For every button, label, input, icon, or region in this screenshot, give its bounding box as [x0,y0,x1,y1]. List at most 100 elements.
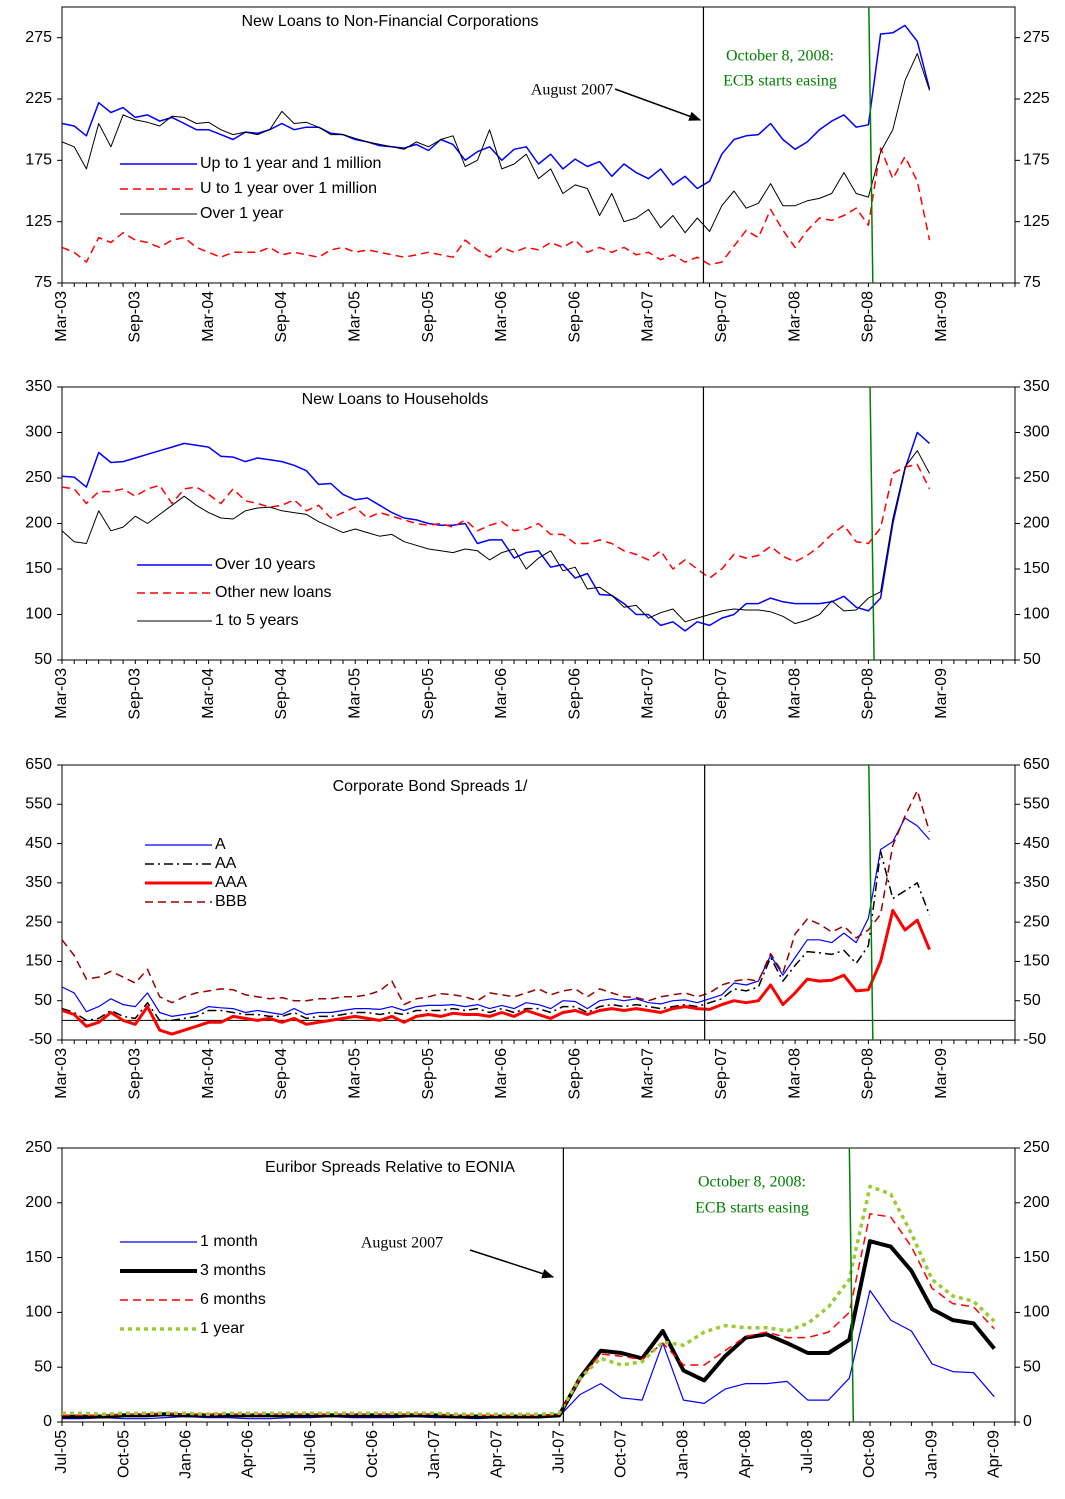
y-tick-label: 0 [43,1413,52,1430]
x-tick-label: Sep-03 [127,291,144,343]
x-tick-label: Apr-07 [488,1430,505,1478]
x-tick-label: Mar-03 [53,1048,70,1099]
x-tick-label: Sep-06 [566,1048,583,1100]
x-tick-label: Sep-03 [127,1048,144,1100]
chart-title: Euribor Spreads Relative to EONIA [265,1159,515,1176]
y2-tick-label: 125 [1023,213,1050,230]
series-line [61,24,931,190]
series-line [61,147,931,266]
y2-tick-label: 50 [1023,992,1041,1009]
legend-label: AA [215,855,237,872]
y2-tick-label: 275 [1023,29,1050,46]
y-tick-label: 550 [25,796,52,813]
legend-label: 1 year [200,1320,245,1337]
annotation: October 8, 2008: [726,48,834,65]
series-line [61,817,930,1017]
reference-line [848,1147,855,1423]
y-tick-label: 75 [34,274,52,291]
y2-tick-label: 75 [1023,274,1041,291]
y2-tick-label: 550 [1023,796,1050,813]
y-tick-label: 200 [25,1194,52,1211]
annotation: August 2007 [361,1235,443,1252]
chart-panel: 50 100 150 200 250 300 350 50 100 150 200 250 300 350… [25,378,1050,719]
x-tick-label: Mar-05 [346,1048,363,1099]
series-line [61,908,931,1036]
x-tick-label: Jan-09 [923,1430,940,1479]
reference-line [868,764,874,1041]
y2-tick-label: 50 [1023,651,1041,668]
y2-tick-label: 350 [1023,874,1050,891]
x-tick-label: Oct-06 [364,1430,381,1478]
y-tick-label: 250 [25,469,52,486]
x-tick-label: Sep-04 [273,291,290,343]
x-tick-label: Jul-05 [53,1430,70,1474]
x-tick-label: Apr-08 [737,1430,754,1478]
x-tick-label: Mar-09 [933,668,950,719]
x-tick-label: Mar-05 [346,291,363,342]
x-tick-label: Mar-08 [786,668,803,719]
x-tick-label: Sep-05 [420,291,437,343]
y-tick-label: 50 [34,651,52,668]
y2-tick-label: 150 [1023,560,1050,577]
series-line [61,450,930,625]
chart-panel: 75 125 175 225 275 75 125 175 225 275 Mar-03 Sep-03… [25,6,1050,343]
y2-tick-label: 200 [1023,515,1050,532]
series-line [61,850,931,1022]
x-tick-label: Mar-03 [53,668,70,719]
x-tick-label: Sep-08 [860,291,877,343]
y2-tick-label: 100 [1023,606,1050,623]
plot-frame [61,1147,1016,1423]
x-tick-label: Oct-05 [115,1430,132,1478]
y-tick-label: 250 [25,913,52,930]
series-line [62,1184,996,1417]
y2-tick-label: 100 [1023,1304,1050,1321]
x-tick-label: Jan-07 [426,1430,443,1479]
x-tick-label: Sep-04 [273,1048,290,1100]
x-tick-label: Mar-08 [786,291,803,342]
y-tick-label: 150 [25,1249,52,1266]
y2-tick-label: 300 [1023,424,1050,441]
series-line [61,431,930,632]
y-tick-label: 350 [25,378,52,395]
series-line [62,1213,995,1417]
x-tick-label: Mar-07 [640,1048,657,1099]
series-line [61,463,931,579]
legend-label: U to 1 year over 1 million [200,180,377,197]
chart-panel: -50 50 150 250 350 450 550 650 -50 50 150 250 350 450… [25,756,1050,1099]
legend-label: 1 month [200,1233,258,1250]
x-tick-label: Jul-08 [799,1430,816,1474]
y2-tick-label: 650 [1023,756,1050,773]
x-tick-label: Mar-07 [640,668,657,719]
legend-label: AAA [215,874,247,891]
annotation: October 8, 2008: [698,1174,806,1191]
x-tick-label: Mar-09 [933,1048,950,1099]
x-tick-label: Mar-04 [200,668,217,719]
x-tick-label: Mar-05 [346,668,363,719]
y2-tick-label: 50 [1023,1358,1041,1375]
x-tick-label: Oct-08 [861,1430,878,1478]
y-tick-label: 650 [25,756,52,773]
chart-title: New Loans to Households [302,391,489,408]
x-tick-label: Sep-07 [713,1048,730,1100]
y2-tick-label: 450 [1023,835,1050,852]
x-tick-label: Mar-09 [933,291,950,342]
x-tick-label: Mar-04 [200,1048,217,1099]
y-tick-label: 150 [25,953,52,970]
y-tick-label: 450 [25,835,52,852]
annotation: ECB starts easing [695,1200,809,1217]
y2-tick-label: 200 [1023,1194,1050,1211]
y-tick-label: 150 [25,560,52,577]
x-tick-label: Sep-03 [127,668,144,720]
x-tick-label: Sep-06 [566,291,583,343]
y-tick-label: 300 [25,424,52,441]
y2-tick-label: 0 [1023,1413,1032,1430]
x-tick-label: Jul-07 [550,1430,567,1474]
chart-panel: 0 50 100 150 200 250 0 50 100 150 200 250 Jul-05 Oct-… [25,1139,1050,1479]
y2-tick-label: 150 [1023,1249,1050,1266]
y2-tick-label: 175 [1023,152,1050,169]
y-tick-label: 50 [34,992,52,1009]
y-tick-label: 275 [25,29,52,46]
x-tick-label: Jan-08 [675,1430,692,1479]
y-tick-label: 350 [25,874,52,891]
x-tick-label: Apr-06 [240,1430,257,1478]
